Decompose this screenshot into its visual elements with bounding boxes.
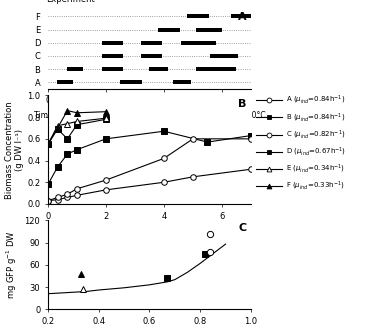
Y-axis label: Biomass Concentration
(g DW l⁻¹): Biomass Concentration (g DW l⁻¹) xyxy=(5,101,24,198)
Bar xyxy=(187,14,209,18)
Bar xyxy=(210,54,238,58)
Bar xyxy=(120,80,142,84)
Text: C: C xyxy=(239,223,247,233)
Bar xyxy=(101,67,123,71)
Y-axis label: mg GFP g$^{-1}$ DW: mg GFP g$^{-1}$ DW xyxy=(5,231,19,299)
Text: B ($\mu_{ind}$=0.84h$^{-1}$): B ($\mu_{ind}$=0.84h$^{-1}$) xyxy=(286,111,345,124)
Bar xyxy=(101,54,123,58)
Text: B: B xyxy=(238,99,247,109)
Bar xyxy=(149,67,168,71)
Text: D ($\mu_{ind}$=0.67h$^{-1}$): D ($\mu_{ind}$=0.67h$^{-1}$) xyxy=(286,145,346,158)
Bar xyxy=(158,28,180,32)
Bar xyxy=(181,41,216,45)
Bar xyxy=(231,14,252,18)
Bar xyxy=(196,28,222,32)
Bar xyxy=(141,54,162,58)
Bar xyxy=(173,80,192,84)
Text: F ($\mu_{ind}$=0.33h$^{-1}$): F ($\mu_{ind}$=0.33h$^{-1}$) xyxy=(286,180,345,192)
Text: E ($\mu_{ind}$=0.34h$^{-1}$): E ($\mu_{ind}$=0.34h$^{-1}$) xyxy=(286,163,345,175)
Bar xyxy=(196,67,237,71)
Text: A ($\mu_{ind}$=0.84h$^{-1}$): A ($\mu_{ind}$=0.84h$^{-1}$) xyxy=(286,94,345,107)
Bar xyxy=(57,80,73,84)
X-axis label: Time post induction (h): Time post induction (h) xyxy=(101,226,198,235)
Bar xyxy=(141,41,162,45)
Text: A: A xyxy=(238,12,247,22)
Text: Experiment: Experiment xyxy=(46,0,95,4)
X-axis label: Time of induction at 42°C (h) for cultures performed at 30°C: Time of induction at 42°C (h) for cultur… xyxy=(34,111,265,120)
Bar xyxy=(67,67,83,71)
Bar xyxy=(101,41,123,45)
Text: C ($\mu_{ind}$=0.82h$^{-1}$): C ($\mu_{ind}$=0.82h$^{-1}$) xyxy=(286,128,345,141)
